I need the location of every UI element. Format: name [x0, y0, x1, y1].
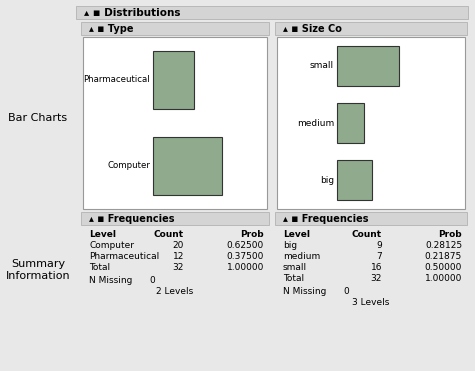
Text: ▴ ◾ Size Co: ▴ ◾ Size Co [283, 23, 342, 33]
Bar [81, 212, 269, 225]
Text: medium: medium [297, 118, 334, 128]
Text: Count: Count [154, 230, 184, 239]
Text: Pharmaceutical: Pharmaceutical [84, 76, 150, 85]
Text: small: small [283, 263, 307, 272]
Text: 20: 20 [172, 241, 184, 250]
Text: Total: Total [89, 263, 110, 272]
Bar [337, 160, 372, 200]
Text: ▴ ◾ Distributions: ▴ ◾ Distributions [84, 7, 180, 17]
Text: 16: 16 [370, 263, 382, 272]
Text: Count: Count [352, 230, 382, 239]
Text: 0: 0 [343, 287, 349, 296]
Bar [153, 137, 222, 195]
Text: small: small [310, 61, 334, 70]
Text: ▴ ◾ Frequencies: ▴ ◾ Frequencies [283, 213, 369, 223]
Text: medium: medium [283, 252, 320, 261]
Text: 1.00000: 1.00000 [227, 263, 264, 272]
Text: 7: 7 [376, 252, 382, 261]
Text: 0.50000: 0.50000 [425, 263, 462, 272]
Text: 0.62500: 0.62500 [227, 241, 264, 250]
Bar [277, 37, 465, 209]
Text: 0.28125: 0.28125 [425, 241, 462, 250]
Text: 32: 32 [172, 263, 184, 272]
Text: Level: Level [89, 230, 116, 239]
Bar [81, 22, 269, 35]
Bar [153, 51, 194, 109]
Bar [83, 37, 267, 209]
Bar [275, 22, 467, 35]
Text: ▴ ◾ Frequencies: ▴ ◾ Frequencies [89, 213, 174, 223]
Text: Bar Charts: Bar Charts [9, 113, 67, 123]
Text: big: big [283, 241, 297, 250]
Text: 1.00000: 1.00000 [425, 274, 462, 283]
Text: Computer: Computer [107, 161, 150, 171]
Text: ▴ ◾ Type: ▴ ◾ Type [89, 23, 133, 33]
Bar [275, 212, 467, 225]
Text: 2 Levels: 2 Levels [156, 287, 194, 296]
Text: 3 Levels: 3 Levels [352, 298, 390, 307]
Text: Prob: Prob [438, 230, 462, 239]
Text: 9: 9 [376, 241, 382, 250]
Bar [337, 46, 399, 86]
Text: N Missing: N Missing [89, 276, 133, 285]
Text: N Missing: N Missing [283, 287, 326, 296]
Text: big: big [320, 176, 334, 185]
Text: 12: 12 [172, 252, 184, 261]
Bar [76, 6, 468, 19]
Text: 0.37500: 0.37500 [227, 252, 264, 261]
Text: Level: Level [283, 230, 310, 239]
Text: 0: 0 [149, 276, 155, 285]
Bar [337, 103, 364, 143]
Text: Prob: Prob [240, 230, 264, 239]
Text: Pharmaceutical: Pharmaceutical [89, 252, 159, 261]
Text: Summary
Information: Summary Information [6, 259, 70, 281]
Text: 32: 32 [370, 274, 382, 283]
Text: Total: Total [283, 274, 304, 283]
Text: Computer: Computer [89, 241, 134, 250]
Text: 0.21875: 0.21875 [425, 252, 462, 261]
